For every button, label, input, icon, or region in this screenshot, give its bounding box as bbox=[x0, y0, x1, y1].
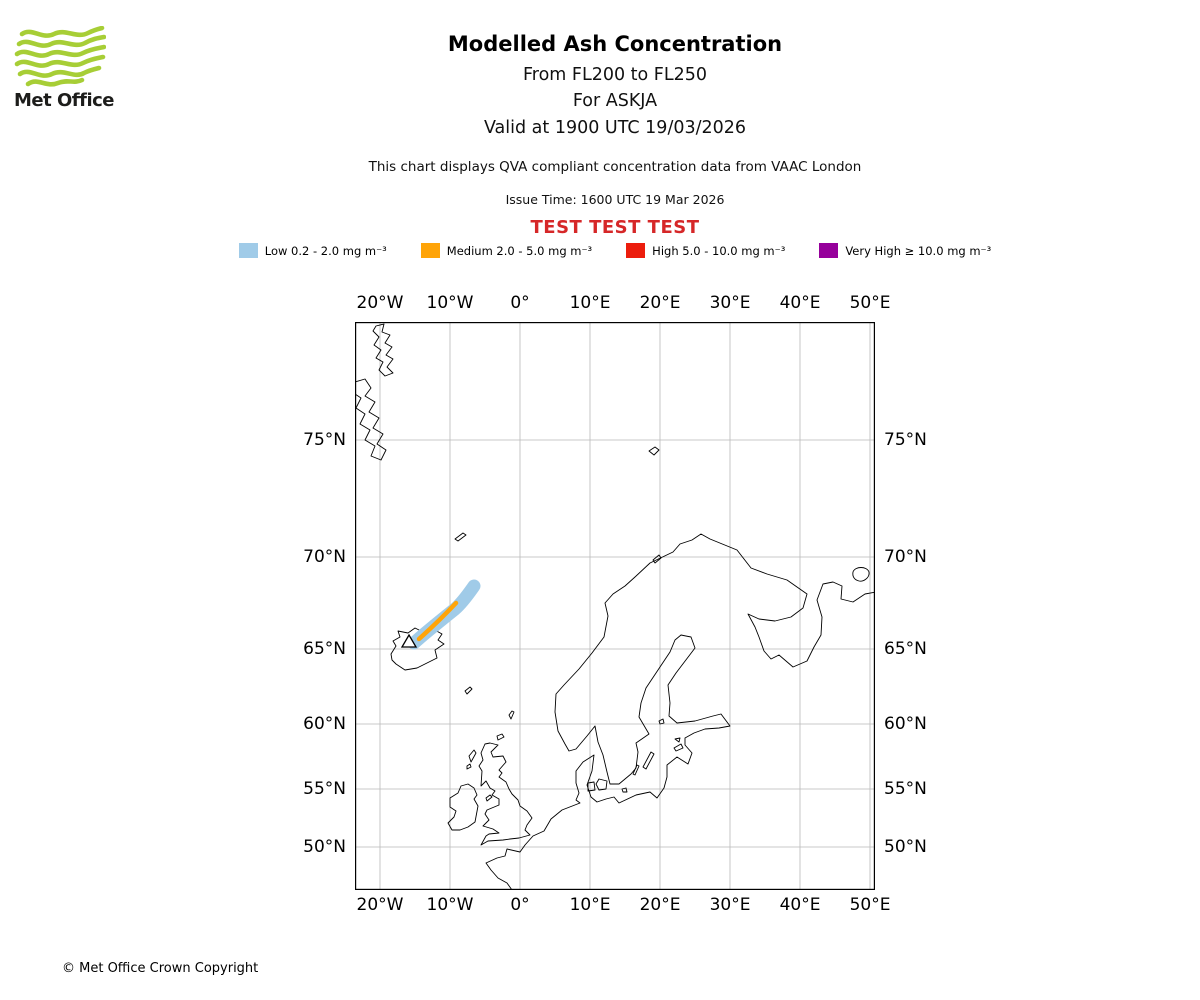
lon-tick-bottom: 0° bbox=[510, 895, 530, 915]
copyright-notice: © Met Office Crown Copyright bbox=[62, 961, 259, 976]
flight-level-range: From FL200 to FL250 bbox=[522, 65, 708, 85]
greenland-coast-lower bbox=[354, 378, 387, 461]
lon-tick-bottom: 20°W bbox=[356, 895, 404, 915]
volcano-name: For ASKJA bbox=[572, 91, 658, 111]
test-banner: TEST TEST TEST bbox=[530, 217, 700, 238]
volcano-marker bbox=[400, 633, 418, 648]
lon-tick-top: 10°W bbox=[426, 293, 474, 313]
lon-tick-bottom: 10°E bbox=[569, 895, 611, 915]
legend-label-medium: Medium 2.0 - 5.0 mg m⁻³ bbox=[446, 243, 593, 258]
lon-tick-top: 50°E bbox=[849, 293, 891, 313]
lon-tick-top: 30°E bbox=[709, 293, 751, 313]
met-office-logo-text: Met Office bbox=[14, 90, 115, 111]
chart-title: Modelled Ash Concentration bbox=[447, 32, 783, 56]
legend-swatch-medium-icon bbox=[420, 243, 440, 258]
legend-swatch-high-icon bbox=[626, 243, 646, 258]
legend-label-low: Low 0.2 - 2.0 mg m⁻³ bbox=[264, 243, 387, 258]
lat-tick-left: 70°N bbox=[303, 547, 346, 567]
lon-tick-bottom: 20°E bbox=[639, 895, 681, 915]
map-border bbox=[355, 322, 875, 890]
lat-tick-right: 50°N bbox=[884, 837, 927, 857]
lon-tick-top: 40°E bbox=[779, 293, 821, 313]
ireland-coastline bbox=[447, 783, 479, 831]
lat-tick-right: 75°N bbox=[884, 430, 927, 450]
lon-tick-bottom: 40°E bbox=[779, 895, 821, 915]
lat-tick-left: 50°N bbox=[303, 837, 346, 857]
map bbox=[354, 322, 877, 892]
lon-tick-bottom: 30°E bbox=[709, 895, 751, 915]
legend-item-low: Low 0.2 - 2.0 mg m⁻³ bbox=[238, 243, 387, 258]
met-office-logo: Met Office bbox=[14, 26, 124, 111]
lon-tick-top: 20°W bbox=[356, 293, 404, 313]
met-office-waves-icon bbox=[14, 26, 106, 87]
lon-tick-top: 20°E bbox=[639, 293, 681, 313]
greenland-coast-upper bbox=[372, 323, 394, 377]
lat-tick-right: 55°N bbox=[884, 779, 927, 799]
ash-plume bbox=[407, 579, 481, 650]
lat-tick-right: 60°N bbox=[884, 714, 927, 734]
iceland-coastline bbox=[390, 627, 445, 671]
lat-tick-left: 60°N bbox=[303, 714, 346, 734]
legend-label-very-high: Very High ≥ 10.0 mg m⁻³ bbox=[845, 243, 992, 258]
lon-tick-top: 10°E bbox=[569, 293, 611, 313]
lon-tick-top: 0° bbox=[510, 293, 530, 313]
lat-tick-right: 70°N bbox=[884, 547, 927, 567]
lat-tick-left: 75°N bbox=[303, 430, 346, 450]
lat-tick-left: 65°N bbox=[303, 639, 346, 659]
concentration-legend: Low 0.2 - 2.0 mg m⁻³ Medium 2.0 - 5.0 mg… bbox=[30, 243, 1200, 258]
lat-tick-right: 65°N bbox=[884, 639, 927, 659]
coastlines bbox=[354, 323, 877, 892]
legend-item-high: High 5.0 - 10.0 mg m⁻³ bbox=[626, 243, 785, 258]
legend-swatch-low-icon bbox=[238, 243, 258, 258]
qva-compliance-note: This chart displays QVA compliant concen… bbox=[368, 159, 862, 175]
legend-item-very-high: Very High ≥ 10.0 mg m⁻³ bbox=[819, 243, 991, 258]
graticule-grid bbox=[355, 322, 875, 890]
lat-tick-left: 55°N bbox=[303, 779, 346, 799]
great-britain-coastline bbox=[478, 742, 533, 846]
legend-item-medium: Medium 2.0 - 5.0 mg m⁻³ bbox=[420, 243, 593, 258]
lon-tick-bottom: 50°E bbox=[849, 895, 891, 915]
legend-label-high: High 5.0 - 10.0 mg m⁻³ bbox=[652, 243, 786, 258]
map-frame bbox=[354, 322, 877, 892]
legend-swatch-very-high-icon bbox=[819, 243, 839, 258]
small-islands bbox=[454, 446, 870, 802]
issue-time: Issue Time: 1600 UTC 19 Mar 2026 bbox=[505, 192, 725, 207]
valid-time: Valid at 1900 UTC 19/03/2026 bbox=[483, 118, 747, 138]
ash-plume-medium bbox=[416, 600, 459, 642]
lon-tick-bottom: 10°W bbox=[426, 895, 474, 915]
mainland-europe-coastline bbox=[485, 533, 877, 892]
